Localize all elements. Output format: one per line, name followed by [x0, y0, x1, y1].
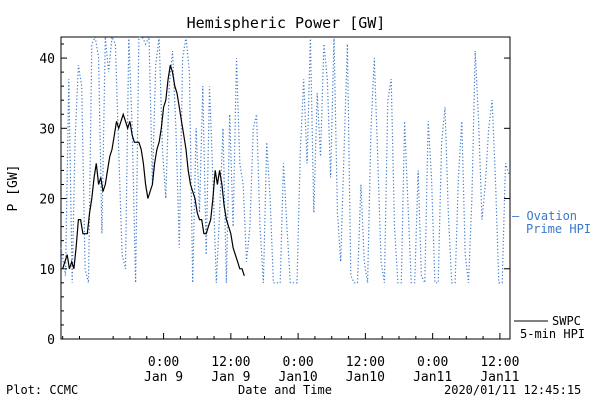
y-tick-label: 10: [39, 263, 55, 278]
legend: — Ovation Prime HPI SWPC 5-min HPI: [512, 209, 591, 341]
y-tick-label: 0: [47, 333, 55, 348]
series-ovation-prime-hpi: [60, 34, 511, 284]
legend-ovation-line1: — Ovation: [512, 209, 577, 223]
x-tick-label-time: 12:00: [480, 355, 519, 370]
x-tick-label-date: Jan11: [413, 370, 452, 385]
chart-title: Hemispheric Power [GW]: [187, 14, 386, 32]
series-layer: [60, 34, 511, 284]
x-tick-label-date: Jan 9: [144, 370, 183, 385]
legend-swpc-line2: 5-min HPI: [520, 327, 585, 341]
plot-frame: [60, 36, 511, 340]
x-tick-label-time: 12:00: [346, 355, 385, 370]
x-tick-label-time: 0:00: [282, 355, 313, 370]
legend-ovation-line2: Prime HPI: [526, 222, 591, 236]
x-tick-label-time: 0:00: [417, 355, 448, 370]
footer-plot-source: Plot: CCMC: [6, 383, 79, 397]
y-tick-label: 20: [39, 193, 55, 208]
y-tick-label: 30: [39, 122, 55, 137]
y-axis-label: P [GW]: [6, 165, 21, 212]
footer-x-label: Date and Time: [238, 383, 332, 397]
footer-timestamp: 2020/01/11 12:45:15: [444, 383, 582, 397]
x-tick-label-date: Jan10: [279, 370, 318, 385]
x-tick-label-date: Jan 9: [211, 370, 250, 385]
x-tick-label-date: Jan10: [346, 370, 385, 385]
y-tick-label: 40: [39, 52, 55, 67]
x-tick-label-date: Jan11: [480, 370, 519, 385]
y-axis: 0 10 20 30 40: [39, 43, 510, 348]
series-swpc-5min-hpi: [62, 64, 245, 276]
x-tick-label-time: 12:00: [211, 355, 250, 370]
x-tick-label-time: 0:00: [148, 355, 179, 370]
legend-swpc-line1: SWPC: [552, 314, 581, 328]
